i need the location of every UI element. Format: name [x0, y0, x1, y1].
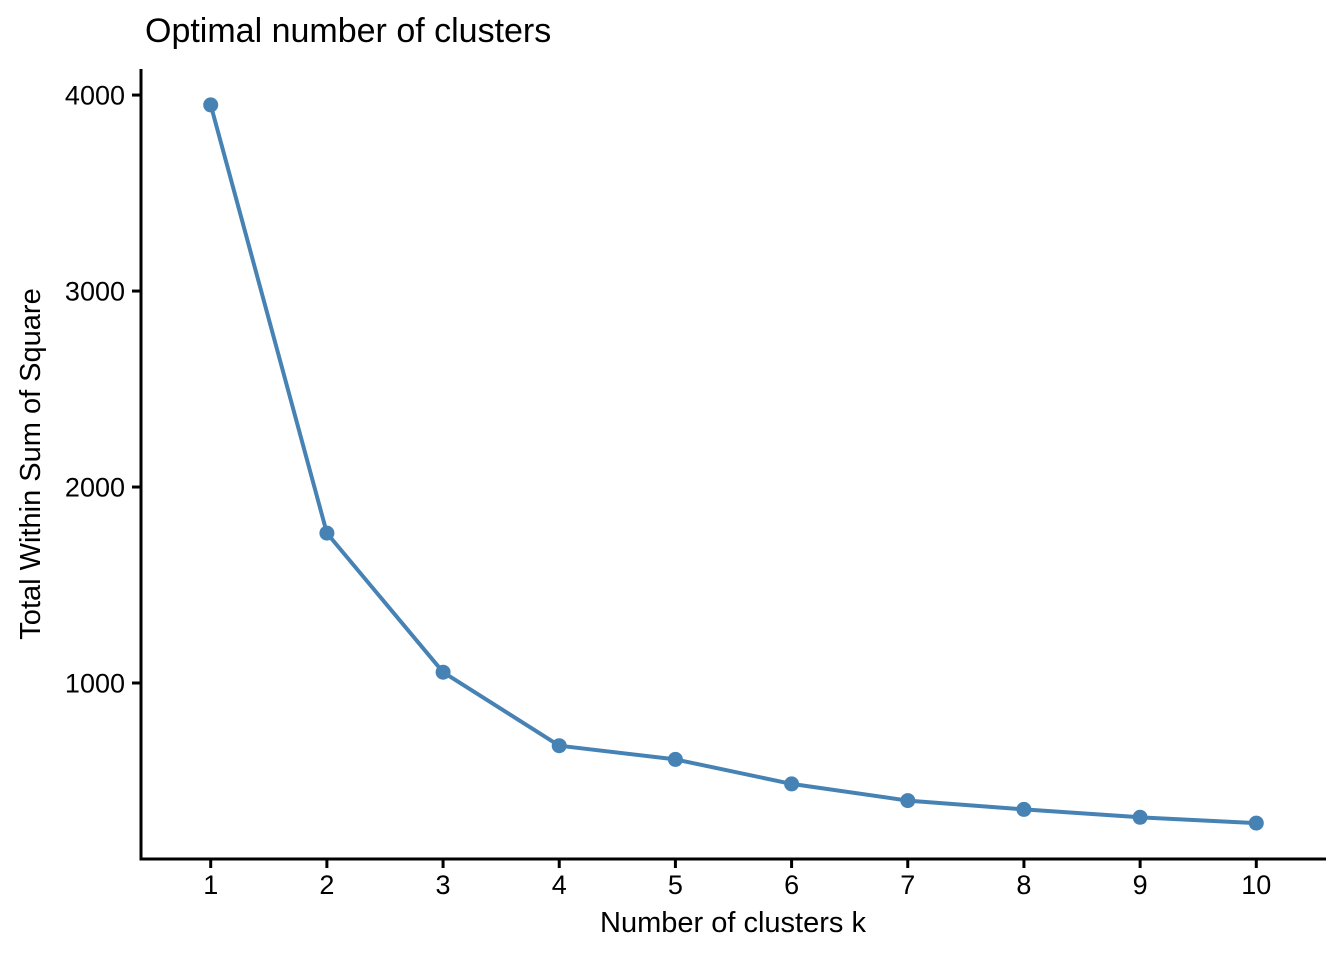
- x-tick-label: 6: [784, 870, 799, 900]
- chart-title: Optimal number of clusters: [145, 12, 551, 50]
- x-tick-label: 10: [1241, 870, 1271, 900]
- y-tick-label: 4000: [65, 81, 125, 111]
- x-tick-label: 7: [900, 870, 915, 900]
- x-tick-label: 8: [1016, 870, 1031, 900]
- data-point: [667, 751, 683, 767]
- x-tick-label: 9: [1133, 870, 1148, 900]
- data-point: [1132, 809, 1148, 825]
- x-tick-label: 5: [668, 870, 683, 900]
- data-point: [435, 664, 451, 680]
- data-point: [900, 793, 916, 809]
- data-point: [1248, 815, 1264, 831]
- data-point: [319, 525, 335, 541]
- x-tick-label: 2: [319, 870, 334, 900]
- data-point: [1016, 801, 1032, 817]
- x-axis-label: Number of clusters k: [600, 907, 866, 939]
- axis-ticks: 1000 2000 3000 4000 1 2 3 4 5 6 7 8 9 10: [65, 81, 1271, 900]
- y-axis-label: Total Within Sum of Square: [15, 288, 47, 639]
- wss-line-series: [203, 97, 1264, 831]
- y-tick-label: 3000: [65, 277, 125, 307]
- data-point: [784, 776, 800, 792]
- axes: [139, 69, 1326, 861]
- y-tick-label: 1000: [65, 669, 125, 699]
- wss-line: [208, 104, 1257, 826]
- x-tick-label: 4: [552, 870, 567, 900]
- data-point: [551, 738, 567, 754]
- y-tick-label: 2000: [65, 473, 125, 503]
- x-tick-label: 1: [203, 870, 218, 900]
- data-point: [203, 97, 219, 113]
- x-tick-label: 3: [436, 870, 451, 900]
